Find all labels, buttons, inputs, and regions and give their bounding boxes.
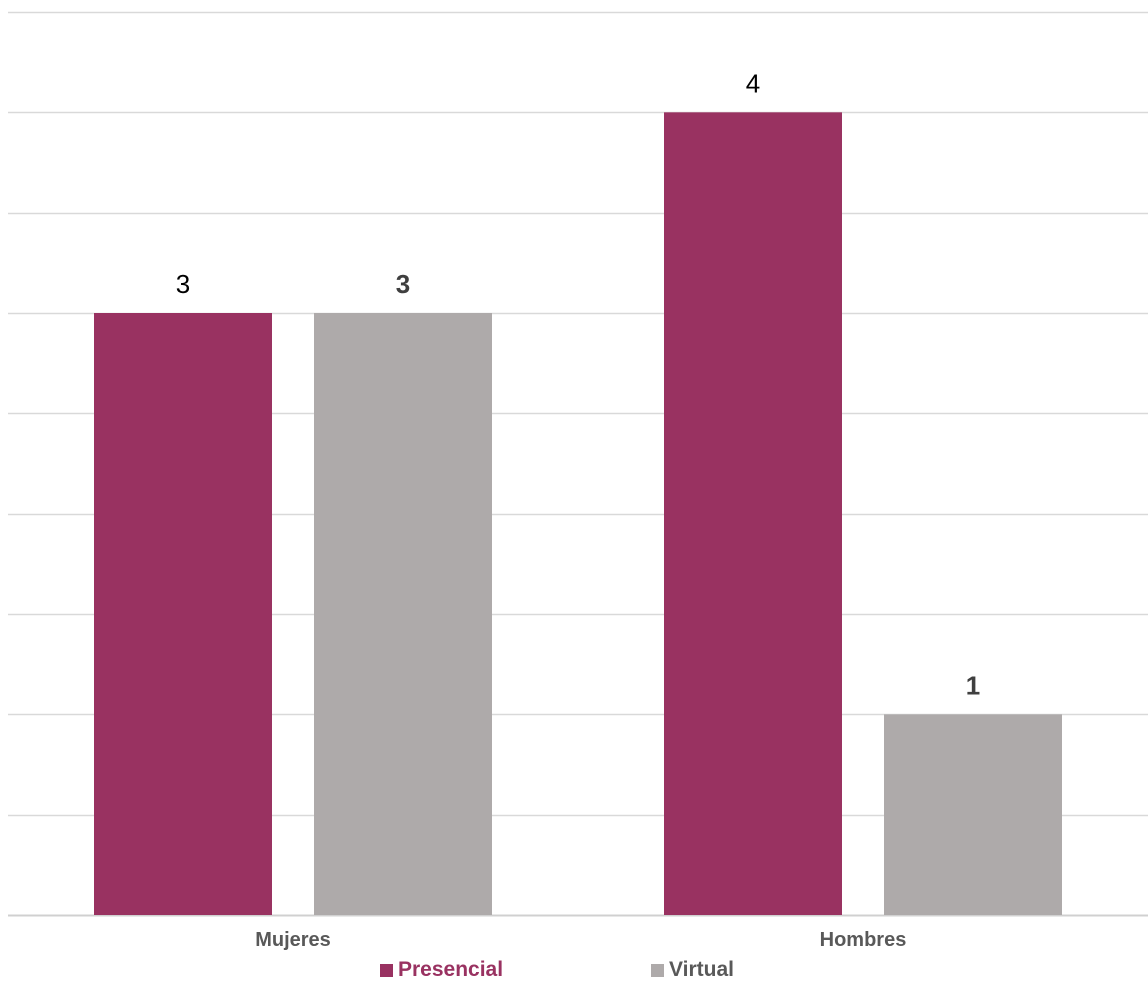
legend-item-virtual: Virtual	[651, 958, 734, 982]
legend-label-virtual: Virtual	[669, 958, 734, 981]
legend-swatch-virtual	[651, 963, 664, 977]
legend-swatch-presencial	[380, 963, 393, 977]
bar-mujeres-presencial	[94, 313, 272, 915]
data-label-mujeres-virtual: 3	[396, 269, 410, 299]
x-tick-label-mujeres: Mujeres	[255, 929, 331, 951]
legend-label-presencial: Presencial	[398, 958, 504, 981]
chart-legend: Presencial Virtual	[0, 958, 1148, 984]
bar-chart: 3 3 Mujeres 4 1 Hombres	[8, 11, 1148, 951]
data-label-hombres-virtual: 1	[966, 670, 980, 700]
data-label-mujeres-presencial: 3	[176, 269, 190, 299]
bar-hombres-presencial	[664, 112, 842, 916]
bar-mujeres-virtual	[314, 313, 492, 915]
x-tick-label-hombres: Hombres	[820, 929, 907, 951]
data-label-hombres-presencial: 4	[746, 68, 760, 98]
legend-item-presencial: Presencial	[380, 958, 503, 982]
bar-hombres-virtual	[884, 714, 1062, 915]
